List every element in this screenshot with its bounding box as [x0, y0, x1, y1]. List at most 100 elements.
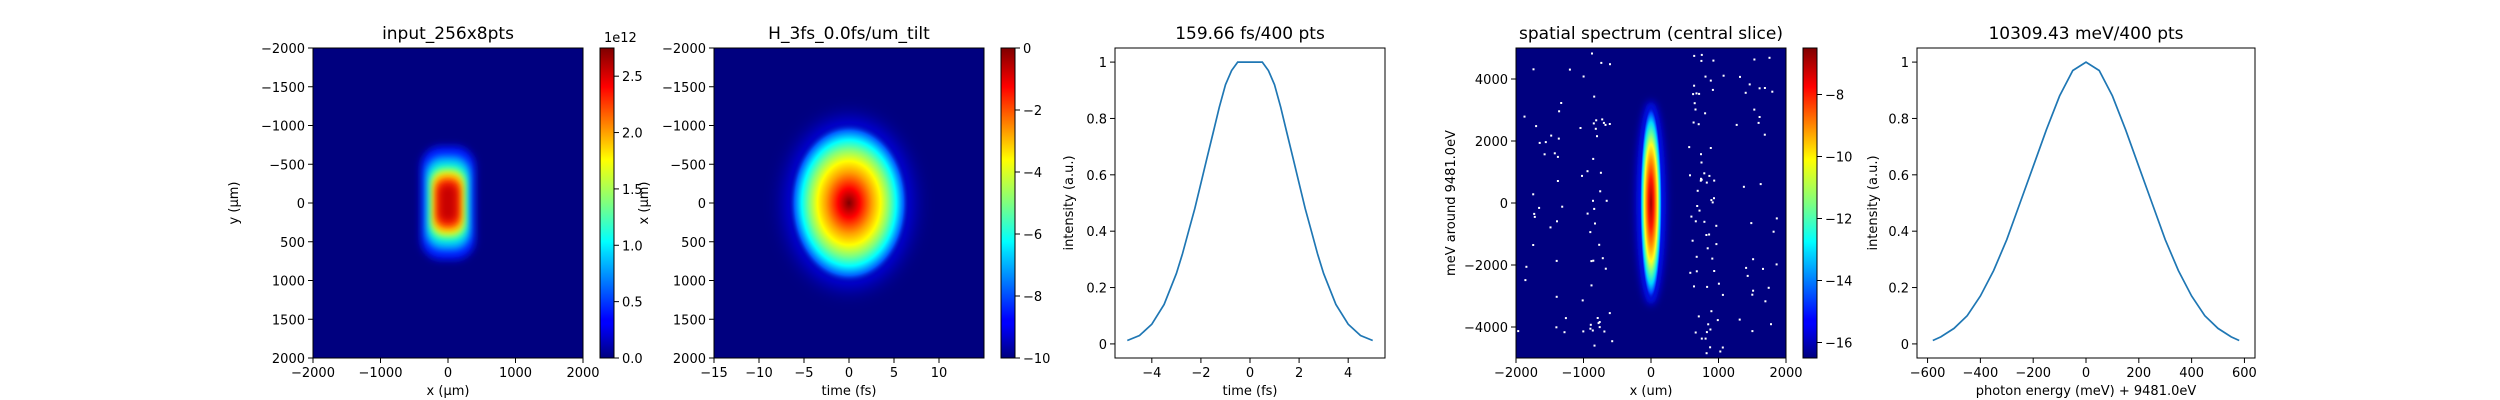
- panel-5-xlabel: photon energy (meV) + 9481.0eV: [1976, 384, 2197, 399]
- panel-3-xlabel: time (fs): [1223, 384, 1278, 399]
- panel-4-noise-dot: [1563, 331, 1566, 334]
- panel-5-ytick-label: 0.2: [1888, 282, 1909, 297]
- panel-4-noise-dot: [1556, 180, 1559, 182]
- panel-4-noise-dot: [1598, 321, 1601, 323]
- panel-4-noise-dot: [1604, 267, 1607, 270]
- panel-4-noise-dot: [1564, 317, 1567, 320]
- panel-4-xtick-label: 1000: [1702, 366, 1735, 381]
- panel-2-colorbar-tick-label: −2: [1023, 104, 1042, 119]
- panel-2-xtick-label: −10: [745, 366, 772, 381]
- panel-5-xtick-label: −600: [1910, 366, 1946, 381]
- panel-2-xtick-label: −15: [700, 366, 727, 381]
- panel-1-xtick-label: 1000: [499, 366, 532, 381]
- panel-time-heatmap: H_3fs_0.0fs/um_tilt −15 −10 −5 0 5 10 −2000 −15…: [637, 24, 1050, 399]
- panel-4-noise-dot: [1598, 326, 1601, 329]
- panel-4-noise-dot: [1689, 271, 1692, 274]
- panel-4-noise-dot: [1707, 323, 1710, 326]
- panel-4-noise-dot: [1538, 206, 1541, 209]
- panel-4-noise-dot: [1586, 212, 1589, 215]
- panel-spectral-profile: 10309.43 meV/400 pts −600 −400 −200 0 200 400…: [1866, 24, 2257, 399]
- panel-2-ytick-label: −1000: [662, 120, 706, 135]
- panel-2-colorbar-tick-label: 0: [1023, 42, 1031, 57]
- panel-4-noise-dot: [1591, 52, 1593, 55]
- panel-4-noise-dot: [1592, 157, 1595, 160]
- panel-4-noise-dot: [1532, 244, 1535, 246]
- panel-4-noise-dot: [1752, 258, 1755, 261]
- panel-4-noise-dot: [1590, 260, 1593, 263]
- panel-4-noise-dot: [1544, 141, 1547, 144]
- panel-4-noise-dot: [1752, 289, 1755, 292]
- panel-4-noise-dot: [1705, 234, 1708, 236]
- panel-1-ylabel: y (μm): [227, 182, 242, 225]
- panel-2-colorbar-tick-label: −8: [1023, 290, 1042, 305]
- panel-4-noise-dot: [1543, 153, 1546, 156]
- panel-4-noise-dot: [1705, 181, 1708, 184]
- panel-4-colorbar-tick-label: −14: [1825, 275, 1852, 290]
- panel-2-colorbar-tick-label: −10: [1023, 352, 1050, 367]
- panel-4-noise-dot: [1759, 183, 1762, 186]
- panel-4-intensity-ellipse: [1640, 105, 1662, 301]
- panel-1-ytick-label: −1000: [261, 120, 305, 135]
- panel-4-noise-dot: [1596, 135, 1598, 138]
- panel-4-noise-dot: [1561, 205, 1564, 208]
- panel-4-noise-dot: [1581, 299, 1584, 302]
- panel-4-noise-dot: [1532, 193, 1535, 196]
- panel-4-noise-dot: [1721, 346, 1724, 349]
- panel-4-noise-dot: [1710, 199, 1713, 202]
- panel-1-colorbar-tick-label: 1.0: [622, 239, 643, 254]
- panel-4-noise-dot: [1708, 174, 1711, 177]
- panel-4-noise-dot: [1764, 300, 1767, 303]
- panel-4-noise-dot: [1715, 243, 1718, 246]
- panel-4-noise-dot: [1690, 215, 1693, 218]
- panel-5-ytick-label: 0.6: [1888, 169, 1909, 184]
- panel-4-noise-dot: [1689, 174, 1691, 177]
- panel-3-ytick-label: 0: [1099, 338, 1107, 353]
- panel-4-noise-dot: [1586, 170, 1589, 173]
- panel-4-noise-dot: [1700, 59, 1703, 62]
- panel-4-noise-dot: [1703, 172, 1706, 175]
- panel-2-ylabel: x (μm): [637, 182, 652, 225]
- panel-4-noise-dot: [1600, 61, 1603, 64]
- panel-spatial-spectrum: spatial spectrum (central slice) −2000 −1…: [1444, 24, 1852, 399]
- panel-4-noise-dot: [1691, 239, 1694, 242]
- panel-4-noise-dot: [1593, 95, 1596, 98]
- panel-1-colorbar-tick-label: 1.5: [622, 183, 643, 198]
- panel-4-noise-dot: [1758, 116, 1761, 118]
- panel-4-noise-dot: [1770, 323, 1772, 326]
- panel-4-noise-dot: [1602, 121, 1605, 124]
- panel-4-noise-dot: [1700, 53, 1703, 56]
- panel-4-noise-dot: [1582, 75, 1585, 78]
- panel-2-title: H_3fs_0.0fs/um_tilt: [768, 24, 930, 44]
- panel-4-noise-dot: [1593, 207, 1596, 210]
- panel-4-noise-dot: [1597, 322, 1600, 325]
- panel-4-noise-dot: [1698, 209, 1701, 212]
- panel-4-noise-dot: [1697, 315, 1700, 318]
- panel-4-noise-dot: [1601, 118, 1604, 121]
- panel-4-noise-dot: [1716, 319, 1719, 322]
- panel-1-ytick-label: −1500: [261, 81, 305, 96]
- panel-5-series-line: [1932, 61, 2240, 342]
- panel-4-noise-dot: [1763, 133, 1766, 136]
- panel-3-title: 159.66 fs/400 pts: [1175, 24, 1325, 44]
- panel-4-colorbar-tick-label: −10: [1825, 151, 1852, 166]
- panel-4-noise-dot: [1611, 340, 1614, 343]
- panel-2-ytick-label: 1500: [673, 313, 706, 328]
- panel-4-noise-dot: [1722, 74, 1725, 77]
- panel-5-xtick-label: −200: [2015, 366, 2051, 381]
- panel-4-noise-dot: [1695, 255, 1698, 258]
- panel-4-ytick-label: −4000: [1464, 321, 1508, 336]
- panel-3-ytick-label: 0.2: [1086, 282, 1107, 297]
- panel-4-noise-dot: [1533, 215, 1536, 218]
- panel-5-ytick-label: 0.8: [1888, 112, 1909, 127]
- panel-1-colorbar-tick-label: 2.0: [622, 127, 643, 142]
- panel-4-noise-dot: [1601, 257, 1604, 260]
- panel-2-xtick-label: 10: [931, 366, 948, 381]
- panel-4-noise-dot: [1523, 115, 1526, 118]
- panel-4-noise-dot: [1605, 199, 1608, 202]
- panel-2-ytick-label: −2000: [662, 42, 706, 57]
- panel-4-noise-dot: [1608, 312, 1611, 315]
- panel-3-xtick-label: 0: [1246, 366, 1254, 381]
- panel-4-noise-dot: [1556, 155, 1559, 158]
- panel-5-ylabel: intensity (a.u.): [1866, 155, 1881, 250]
- panel-3-xtick-label: 4: [1344, 366, 1352, 381]
